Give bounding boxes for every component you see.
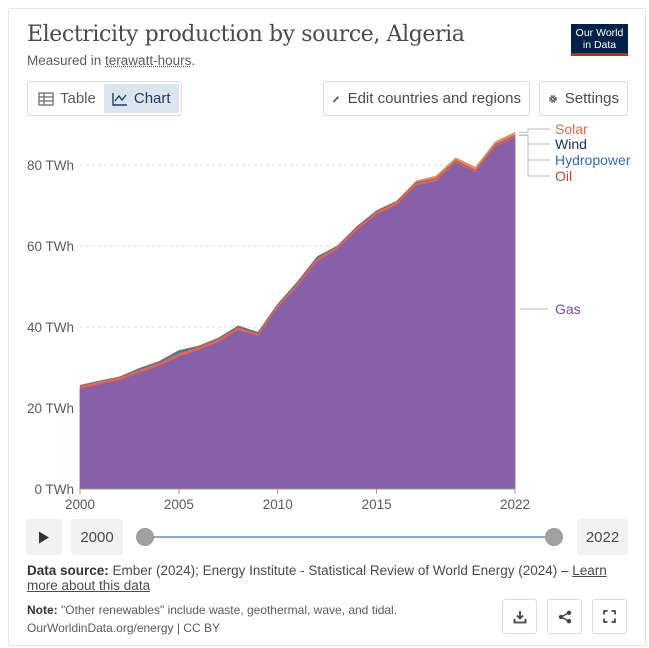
logo-line-2: in Data (582, 39, 617, 51)
legend-connector (519, 134, 550, 177)
settings-button[interactable]: Settings (539, 81, 628, 116)
play-icon (39, 531, 49, 543)
source-text: Ember (2024); Energy Institute - Statist… (108, 563, 573, 578)
x-tick-label: 2005 (164, 497, 194, 512)
chart-title: Electricity production by source, Algeri… (27, 22, 465, 47)
data-source: Data source: Ember (2024); Energy Instit… (27, 563, 632, 593)
note-label: Note: (27, 603, 58, 617)
fullscreen-icon (603, 610, 616, 623)
chart-subtitle: Measured in terawatt-hours. (27, 53, 195, 68)
table-icon (38, 91, 54, 106)
y-tick-label: 40 TWh (27, 320, 74, 335)
x-tick-label: 2015 (362, 497, 392, 512)
settings-label: Settings (564, 90, 619, 107)
edit-countries-label: Edit countries and regions (347, 90, 521, 107)
credit-line[interactable]: OurWorldinData.org/energy | CC BY (27, 621, 220, 635)
timeline-track[interactable] (145, 536, 554, 538)
timeline-start-handle[interactable] (136, 528, 154, 546)
play-button[interactable] (26, 519, 62, 555)
legend-connector (519, 128, 550, 133)
subtitle-suffix: . (191, 53, 196, 68)
timeline: 2000 2022 (0, 519, 649, 555)
share-icon (558, 610, 571, 623)
timeline-end-handle[interactable] (545, 528, 563, 546)
timeline-start-year[interactable]: 2000 (71, 519, 123, 555)
logo-line-1: Our World (575, 27, 624, 39)
source-label: Data source: (27, 563, 109, 578)
gear-icon (548, 94, 557, 103)
edit-countries-button[interactable]: Edit countries and regions (323, 81, 530, 116)
timeline-end-year[interactable]: 2022 (577, 519, 628, 555)
y-tick-label: 80 TWh (27, 158, 74, 173)
area-gas (79, 136, 516, 490)
y-tick-label: 20 TWh (27, 401, 74, 416)
legend-label-wind: Wind (555, 136, 587, 152)
pencil-icon (332, 95, 340, 102)
subtitle-prefix: Measured in (27, 53, 106, 68)
stacked-area-chart: 0 TWh 20 TWh 40 TWh 60 TWh 80 TWh 2000 2005 201… (27, 121, 631, 512)
tab-table[interactable]: Table (30, 84, 104, 113)
x-tick-label: 2010 (263, 497, 293, 512)
tab-table-label: Table (60, 90, 96, 107)
download-button[interactable] (502, 599, 537, 634)
legend-label-solar: Solar (555, 121, 588, 137)
chart-frame (8, 8, 646, 646)
download-icon (513, 610, 526, 623)
note-text: "Other renewables" include waste, geothe… (57, 603, 398, 617)
y-tick-label: 0 TWh (34, 482, 74, 497)
view-tabs: Table Chart (27, 81, 182, 116)
legend-label-hydropower: Hydropower (555, 152, 631, 168)
tab-chart-label: Chart (133, 90, 171, 107)
legend-label-oil: Oil (555, 168, 572, 184)
share-button[interactable] (547, 599, 582, 634)
unit-link[interactable]: terawatt-hours (105, 53, 192, 68)
fullscreen-button[interactable] (592, 599, 627, 634)
tab-chart[interactable]: Chart (103, 84, 179, 113)
x-tick-label: 2000 (65, 497, 95, 512)
legend-connector (519, 134, 550, 161)
learn-more-link[interactable]: Learn more about this data (27, 563, 607, 593)
owid-logo[interactable]: Our World in Data (571, 24, 628, 56)
area-solar (79, 131, 516, 386)
legend-connector (519, 134, 550, 145)
y-tick-label: 60 TWh (27, 239, 74, 254)
legend-label-gas: Gas (555, 301, 581, 317)
x-tick-label: 2022 (500, 497, 530, 512)
chart-icon (112, 92, 127, 106)
chart-note: Note: "Other renewables" include waste, … (27, 601, 397, 637)
